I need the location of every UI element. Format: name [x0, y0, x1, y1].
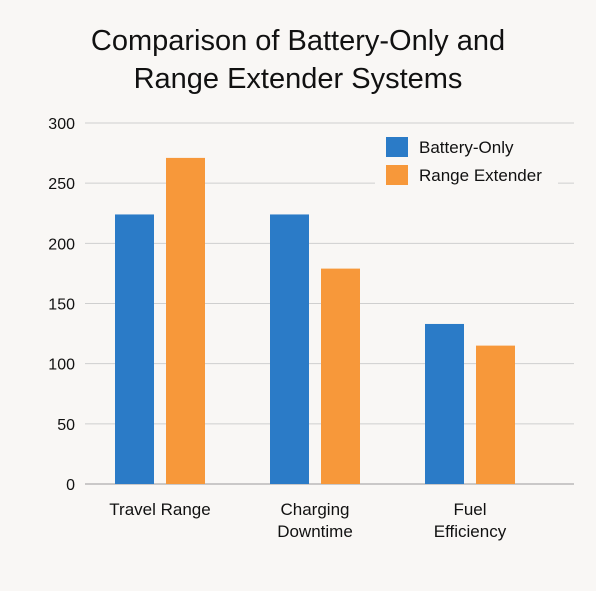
- bar-battery-only-2: [425, 323, 464, 484]
- legend-label: Range Extender: [419, 166, 542, 185]
- bar-range-extender-2: [476, 345, 515, 484]
- x-category-label-line: Efficiency: [434, 522, 507, 541]
- x-category-label-line: Fuel: [453, 500, 486, 519]
- y-tick-label: 50: [57, 417, 75, 434]
- y-tick-label: 0: [66, 477, 75, 494]
- bar-range-extender-0: [166, 157, 205, 484]
- bar-range-extender-1: [321, 268, 360, 484]
- legend: Battery-Only Range Extender: [375, 130, 558, 186]
- bar-battery-only-0: [115, 214, 154, 484]
- chart-title: Comparison of Battery-Only and Range Ext…: [0, 22, 596, 98]
- chart-title-line-1: Comparison of Battery-Only and: [90, 25, 506, 57]
- x-category-label: Fuel Efficiency: [434, 500, 507, 541]
- y-tick-label: 250: [48, 176, 75, 193]
- x-category-label-line: Charging: [281, 500, 350, 519]
- axis-layer: 0 50 100 150 200 250 300 Travel Range Charging Do…: [48, 116, 506, 541]
- x-category-label-line: Downtime: [277, 522, 353, 541]
- x-category-label: Travel Range: [109, 500, 210, 519]
- y-tick-label: 150: [48, 297, 75, 314]
- y-tick-label: 100: [48, 357, 75, 374]
- x-category-label-line: Travel Range: [109, 500, 210, 519]
- bars-layer: [115, 157, 515, 484]
- y-tick-label: 200: [48, 236, 75, 253]
- bar-battery-only-1: [270, 214, 309, 484]
- y-tick-label: 300: [48, 116, 75, 133]
- legend-label: Battery-Only: [419, 138, 514, 157]
- legend-swatch: [386, 137, 408, 157]
- chart-title-line-2: Range Extender Systems: [133, 63, 463, 95]
- x-category-label: Charging Downtime: [277, 500, 353, 541]
- legend-swatch: [386, 165, 408, 185]
